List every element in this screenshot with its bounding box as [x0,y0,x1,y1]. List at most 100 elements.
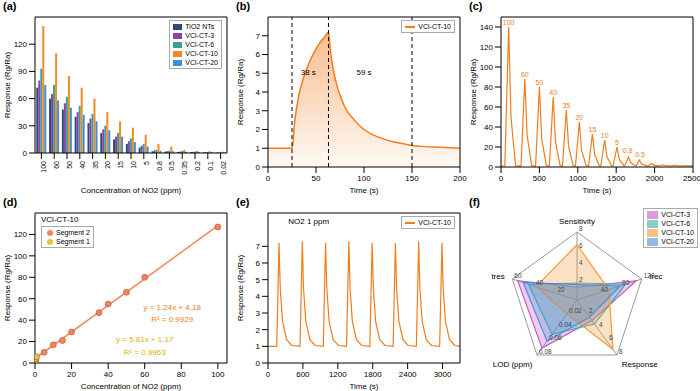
svg-text:y = 5.81x + 1.17: y = 5.81x + 1.17 [116,335,174,344]
svg-text:120: 120 [14,230,28,239]
svg-text:10: 10 [601,132,609,139]
svg-text:60: 60 [53,161,60,169]
svg-text:600: 600 [296,370,310,379]
svg-text:0.8: 0.8 [156,161,163,171]
svg-text:0.04: 0.04 [559,321,572,328]
svg-text:120: 120 [480,43,494,52]
svg-text:1: 1 [256,144,261,153]
svg-text:1200: 1200 [329,370,347,379]
svg-text:1000: 1000 [569,174,587,183]
svg-text:4: 4 [579,259,583,266]
svg-text:0: 0 [256,359,261,368]
svg-text:20: 20 [557,286,565,293]
svg-text:59 s: 59 s [356,68,371,77]
svg-text:0: 0 [23,359,28,368]
svg-text:30: 30 [18,122,27,131]
svg-text:0.5: 0.5 [635,151,645,158]
svg-text:20: 20 [67,370,76,379]
svg-text:5: 5 [615,139,619,146]
svg-text:Response (Rg/Ra): Response (Rg/Ra) [3,255,12,322]
svg-text:Response: Response [622,360,659,369]
svg-text:100: 100 [40,161,47,173]
svg-text:0: 0 [256,163,261,172]
svg-text:6: 6 [256,259,261,268]
svg-text:60: 60 [514,272,522,279]
svg-text:6: 6 [256,50,261,59]
svg-text:Concentration of NO2 (ppm): Concentration of NO2 (ppm) [81,382,182,391]
svg-text:2000: 2000 [646,174,664,183]
svg-text:0.02: 0.02 [569,307,582,314]
svg-text:50: 50 [312,174,321,183]
svg-text:4: 4 [599,321,603,328]
svg-text:40: 40 [104,370,113,379]
svg-text:8: 8 [619,348,623,355]
svg-text:2500: 2500 [683,174,700,183]
svg-text:R² = 0.9929: R² = 0.9929 [151,315,194,324]
svg-text:Response (Rg/Ra): Response (Rg/Ra) [236,59,245,126]
svg-text:8: 8 [579,225,583,232]
svg-text:0: 0 [266,370,271,379]
svg-text:40: 40 [549,89,557,96]
svg-text:0.5: 0.5 [168,161,175,171]
svg-text:2: 2 [579,276,583,283]
svg-text:0: 0 [499,174,504,183]
svg-text:3: 3 [256,309,261,318]
svg-text:NO2 1 ppm: NO2 1 ppm [288,217,329,226]
svg-text:0: 0 [266,174,271,183]
svg-text:100: 100 [480,63,494,72]
svg-text:1800: 1800 [364,370,382,379]
svg-text:38 s: 38 s [301,68,316,77]
svg-text:LOD (ppm): LOD (ppm) [493,360,533,369]
svg-text:120: 120 [644,272,655,279]
svg-text:Time (s): Time (s) [349,382,378,391]
svg-text:7: 7 [256,32,261,41]
svg-text:150: 150 [405,174,419,183]
svg-text:60: 60 [18,94,27,103]
svg-text:50: 50 [536,79,544,86]
svg-text:0: 0 [489,163,494,172]
svg-text:10: 10 [130,161,137,169]
svg-text:80: 80 [18,273,27,282]
svg-text:80: 80 [622,279,630,286]
svg-text:60: 60 [521,71,529,78]
svg-text:100: 100 [503,19,515,26]
svg-text:Sensitivity: Sensitivity [559,217,595,226]
svg-text:140: 140 [480,23,494,32]
svg-text:5: 5 [256,276,261,285]
svg-text:R² = 0.9963: R² = 0.9963 [124,348,167,357]
svg-text:Time (s): Time (s) [349,186,378,195]
svg-text:6: 6 [609,334,613,341]
svg-text:15: 15 [588,126,596,133]
svg-text:y = 1.24x + 4.18: y = 1.24x + 4.18 [143,303,201,312]
svg-text:50: 50 [66,161,73,169]
svg-text:20: 20 [484,143,493,152]
svg-text:6: 6 [579,242,583,249]
svg-text:4: 4 [256,88,261,97]
svg-text:Response (Rg/Ra): Response (Rg/Ra) [3,52,12,119]
svg-text:Response (Rg/Ra): Response (Rg/Ra) [236,255,245,322]
svg-text:35: 35 [92,161,99,169]
svg-text:0.02: 0.02 [220,161,227,175]
svg-text:0.2: 0.2 [194,161,201,171]
svg-text:5: 5 [143,161,150,165]
svg-text:0.06: 0.06 [549,334,562,341]
svg-text:0: 0 [23,149,28,158]
svg-text:trec: trec [649,272,662,281]
svg-text:80: 80 [177,370,186,379]
svg-text:40: 40 [18,316,27,325]
svg-text:20: 20 [575,114,583,121]
svg-text:0: 0 [33,370,38,379]
svg-text:Concentration of NO2 (ppm): Concentration of NO2 (ppm) [81,186,182,195]
svg-text:2400: 2400 [399,370,417,379]
svg-text:120: 120 [14,40,28,49]
svg-text:90: 90 [18,67,27,76]
svg-text:1500: 1500 [607,174,625,183]
svg-text:15: 15 [117,161,124,169]
svg-text:100: 100 [357,174,371,183]
svg-text:2: 2 [256,125,261,134]
svg-text:200: 200 [453,174,467,183]
svg-text:Time (s): Time (s) [582,186,611,195]
svg-text:20: 20 [18,337,27,346]
svg-text:2: 2 [256,326,261,335]
svg-text:100: 100 [14,252,28,261]
